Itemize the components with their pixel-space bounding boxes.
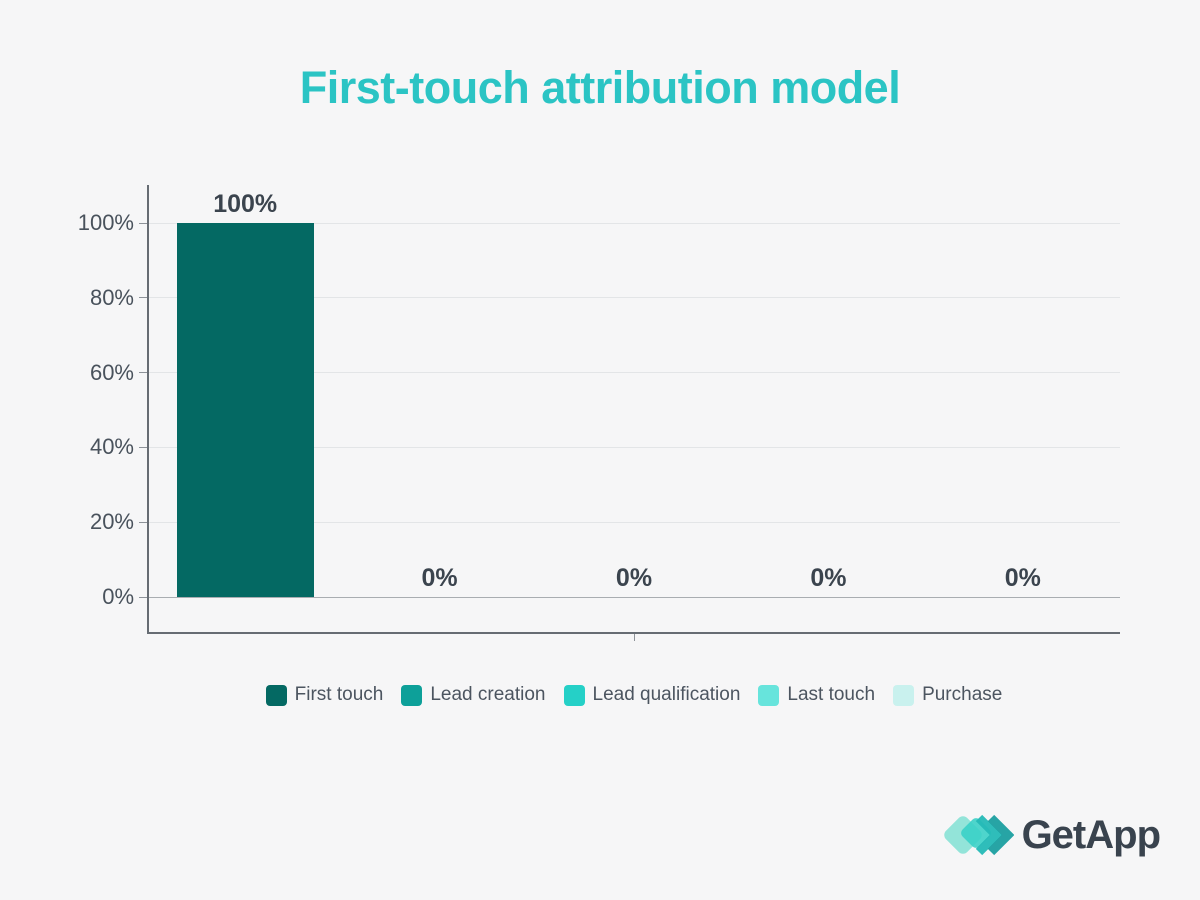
legend-swatch [563, 684, 585, 706]
y-tick-label: 100% [77, 210, 134, 235]
legend-swatch [893, 684, 915, 706]
y-tick-label: 40% [89, 434, 134, 460]
chart-legend: First touch Lead creation Lead qualificati… [148, 684, 1120, 706]
page-title: First-touch attribution model [299, 62, 901, 113]
bar-value-label: 0% [615, 564, 653, 592]
legend-item: Purchase [893, 684, 1002, 706]
bar-value-label: 0% [810, 564, 847, 592]
y-tick-label: 0% [102, 584, 134, 609]
gridline [148, 521, 1120, 523]
y-tick-label: 60% [89, 359, 134, 385]
legend-label: Lead creation [430, 684, 546, 705]
legend-swatch [265, 684, 287, 706]
x-axis-tick [634, 634, 635, 641]
legend-item: Lead qualification [563, 684, 741, 706]
legend-label: Last touch [787, 684, 876, 705]
getapp-logo-icon [942, 806, 1014, 864]
legend-swatch [401, 684, 423, 706]
bar-value-label: 100% [213, 190, 278, 218]
gridline [148, 596, 1120, 598]
y-axis-tick [139, 446, 148, 448]
y-axis-line [147, 185, 149, 634]
y-axis-tick [139, 521, 148, 523]
getapp-brand: GetApp [942, 806, 1161, 864]
gridline [148, 372, 1120, 374]
gridline [148, 297, 1120, 299]
gridline [148, 222, 1120, 224]
y-axis-tick [139, 297, 148, 299]
legend-item: Last touch [758, 684, 875, 706]
y-axis-tick [139, 372, 148, 374]
x-axis-line [148, 632, 1120, 634]
y-tick-label: 80% [89, 284, 134, 310]
bar-value-label: 0% [421, 564, 458, 592]
getapp-wordmark: GetApp [1021, 812, 1161, 857]
bar-value-label: 0% [1004, 564, 1041, 592]
legend-item: Lead creation [401, 684, 546, 706]
y-axis-tick [139, 596, 148, 598]
legend-swatch [758, 684, 780, 706]
gridline [148, 446, 1120, 448]
legend-label: Lead qualification [592, 684, 741, 705]
y-tick-label: 20% [89, 509, 134, 535]
legend-label: First touch [294, 684, 384, 705]
legend-item: First touch [265, 684, 384, 706]
legend-label: Purchase [922, 684, 1003, 705]
y-axis-tick [139, 222, 148, 224]
bar [176, 223, 314, 597]
